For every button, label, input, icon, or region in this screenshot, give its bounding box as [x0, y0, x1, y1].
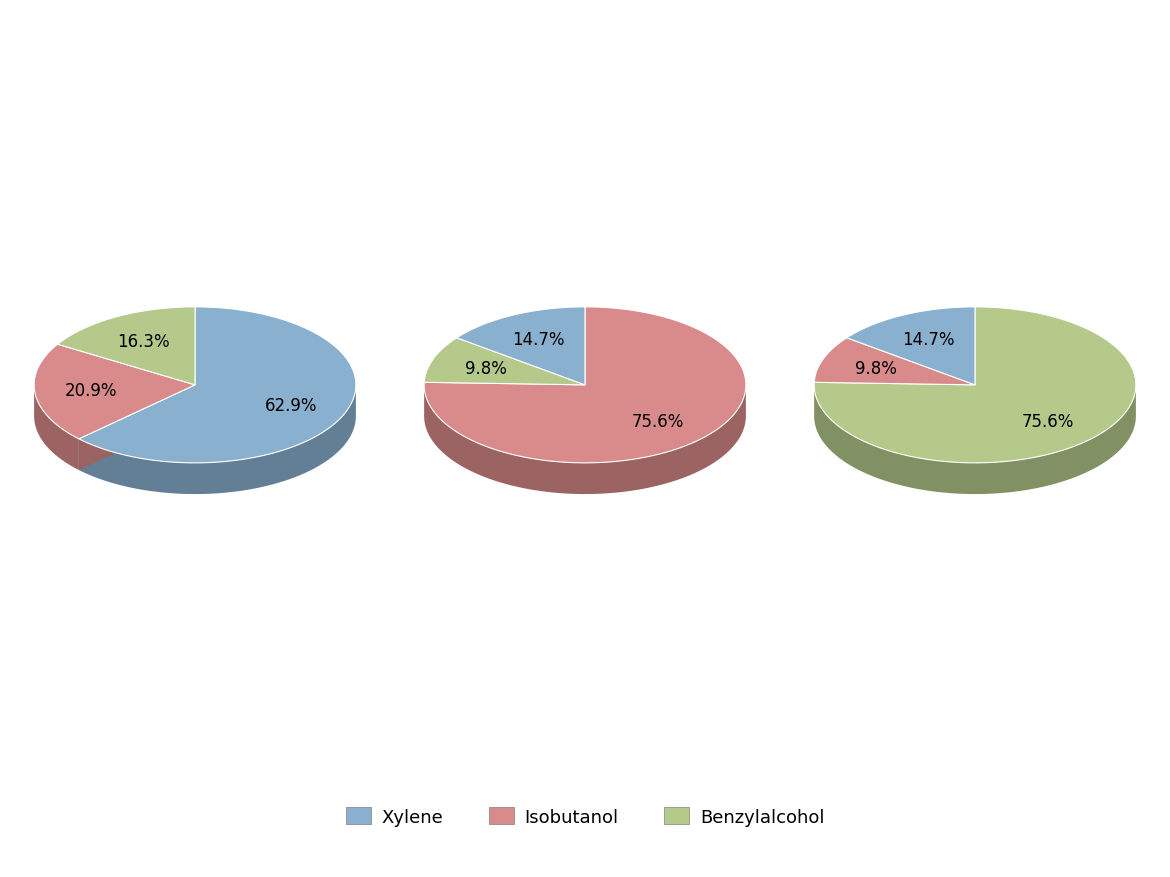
Legend: Xylene, Isobutanol, Benzylalcohol: Xylene, Isobutanol, Benzylalcohol: [338, 800, 832, 833]
Polygon shape: [34, 345, 195, 439]
Text: 62.9%: 62.9%: [264, 396, 317, 414]
Polygon shape: [425, 386, 745, 495]
Polygon shape: [456, 308, 585, 385]
Text: 9.8%: 9.8%: [466, 360, 508, 377]
Polygon shape: [34, 386, 78, 470]
Polygon shape: [814, 339, 975, 385]
Polygon shape: [814, 308, 1136, 463]
Polygon shape: [57, 308, 195, 385]
Text: 14.7%: 14.7%: [512, 332, 565, 349]
Text: 20.9%: 20.9%: [64, 381, 117, 400]
Text: 75.6%: 75.6%: [1021, 413, 1074, 431]
Polygon shape: [847, 308, 975, 385]
Polygon shape: [425, 339, 585, 385]
Polygon shape: [78, 386, 356, 495]
Text: 16.3%: 16.3%: [117, 332, 170, 350]
Polygon shape: [78, 308, 356, 463]
Polygon shape: [814, 386, 1136, 495]
Text: 14.7%: 14.7%: [902, 332, 955, 349]
Text: 75.6%: 75.6%: [632, 413, 684, 431]
Polygon shape: [78, 417, 195, 470]
Polygon shape: [78, 417, 195, 470]
Text: 9.8%: 9.8%: [855, 360, 897, 377]
Polygon shape: [425, 308, 745, 463]
